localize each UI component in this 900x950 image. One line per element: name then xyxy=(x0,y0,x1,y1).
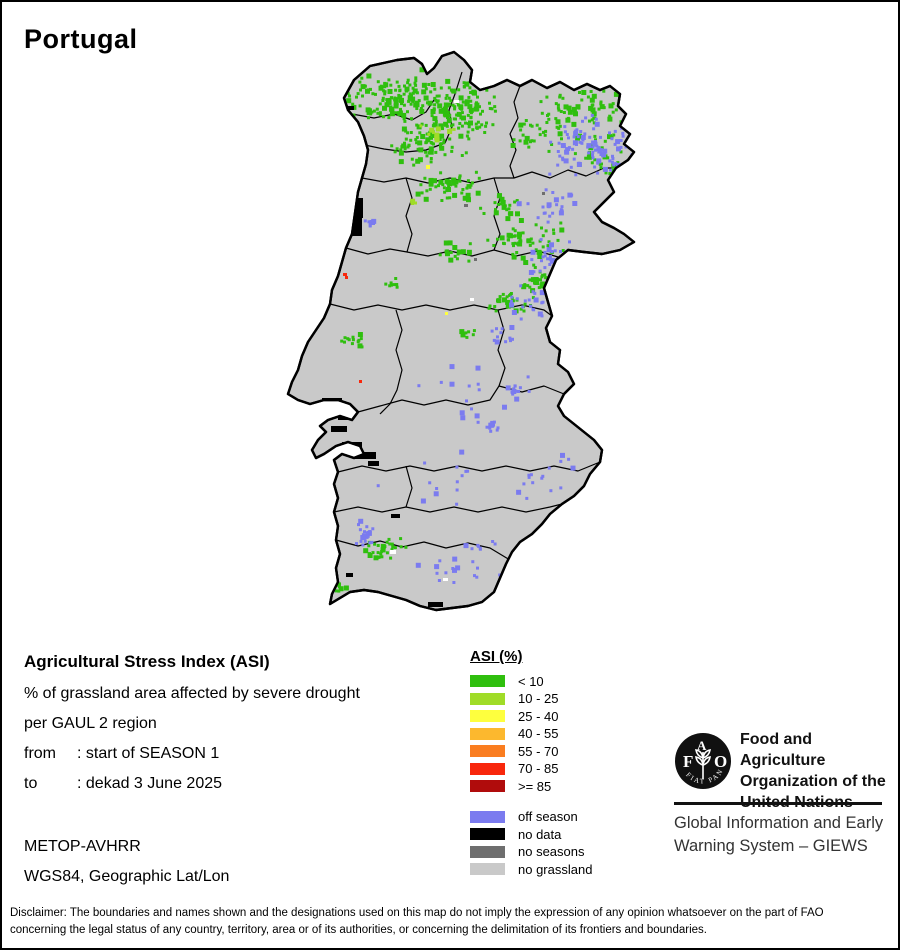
legend-class-row: >= 85 xyxy=(470,778,650,794)
legend-status-label: off season xyxy=(518,809,578,824)
date-from-line: from : start of SEASON 1 xyxy=(24,745,219,763)
legend-status-row: no data xyxy=(470,826,650,842)
legend-class-swatch xyxy=(470,675,505,687)
from-value: : start of SEASON 1 xyxy=(77,745,220,762)
legend-asi-classes: < 10 10 - 25 25 - 40 40 - 55 55 - 70 70 - 85 >… xyxy=(470,673,650,794)
asi-description: % of grassland area affected by severe d… xyxy=(24,685,360,702)
fao-name: Food and Agriculture Organization of the… xyxy=(740,729,886,813)
legend-class-row: < 10 xyxy=(470,673,650,689)
legend-status-row: no grassland xyxy=(470,861,650,877)
fao-name-line: Food and Agriculture xyxy=(740,731,826,769)
legend-status-swatch xyxy=(470,828,505,840)
legend-status-row: off season xyxy=(470,809,650,824)
giews-line: Warning System – GIEWS xyxy=(674,837,868,855)
legend-class-label: 40 - 55 xyxy=(518,726,559,741)
fao-logo-icon: F A O FIAT PANIS xyxy=(674,732,731,789)
legend-status-swatch xyxy=(470,845,505,858)
legend-class-row: 10 - 25 xyxy=(470,691,650,706)
legend-status-classes: off season no data no seasons no grassland xyxy=(470,809,650,877)
date-to-line: to : dekad 3 June 2025 xyxy=(24,775,222,793)
disclaimer-line: Disclaimer: The boundaries and names sho… xyxy=(10,907,824,919)
asi-heading: Agricultural Stress Index (ASI) xyxy=(24,652,270,671)
legend-status-label: no grassland xyxy=(518,861,593,877)
fao-divider xyxy=(674,802,882,805)
legend-class-swatch xyxy=(470,762,505,775)
giews-name: Global Information and Early Warning Sys… xyxy=(674,812,883,858)
sensor-name: METOP-AVHRR xyxy=(24,838,141,855)
legend-class-label: >= 85 xyxy=(518,778,552,794)
legend-class-swatch xyxy=(470,780,505,792)
disclaimer-line: concerning the legal status of any count… xyxy=(10,924,707,936)
legend-class-swatch xyxy=(470,745,505,757)
legend-class-swatch xyxy=(470,710,505,722)
legend-class-label: 55 - 70 xyxy=(518,743,559,759)
to-label: to xyxy=(24,775,38,792)
asi-region-note: per GAUL 2 region xyxy=(24,715,157,732)
disclaimer-text: Disclaimer: The boundaries and names sho… xyxy=(10,905,896,939)
legend-class-row: 70 - 85 xyxy=(470,761,650,776)
to-value: : dekad 3 June 2025 xyxy=(77,775,223,792)
from-label: from xyxy=(24,745,56,762)
svg-text:A: A xyxy=(697,738,707,753)
legend-status-swatch xyxy=(470,863,505,875)
legend-class-row: 55 - 70 xyxy=(470,743,650,759)
legend-class-swatch xyxy=(470,692,505,705)
page-title: Portugal xyxy=(24,24,138,54)
legend-class-row: 40 - 55 xyxy=(470,726,650,741)
legend-title: ASI (%) xyxy=(470,648,523,665)
legend-class-label: 10 - 25 xyxy=(518,691,559,706)
svg-text:O: O xyxy=(714,752,727,771)
legend-status-label: no seasons xyxy=(518,844,585,859)
legend-status-swatch xyxy=(470,810,505,823)
legend-status-label: no data xyxy=(518,826,562,842)
fao-name-line: Organization of the xyxy=(740,773,886,790)
legend-class-swatch xyxy=(470,727,505,740)
legend-class-label: 70 - 85 xyxy=(518,761,559,776)
legend-class-label: < 10 xyxy=(518,673,544,689)
legend-class-label: 25 - 40 xyxy=(518,708,559,724)
giews-line: Global Information and Early xyxy=(674,814,884,832)
legend-status-row: no seasons xyxy=(470,844,650,859)
projection-name: WGS84, Geographic Lat/Lon xyxy=(24,868,230,885)
legend-class-row: 25 - 40 xyxy=(470,708,650,724)
map-legend: ASI (%) < 10 10 - 25 25 - 40 40 - 55 55 - 70… xyxy=(470,648,650,881)
svg-text:F: F xyxy=(683,752,693,771)
